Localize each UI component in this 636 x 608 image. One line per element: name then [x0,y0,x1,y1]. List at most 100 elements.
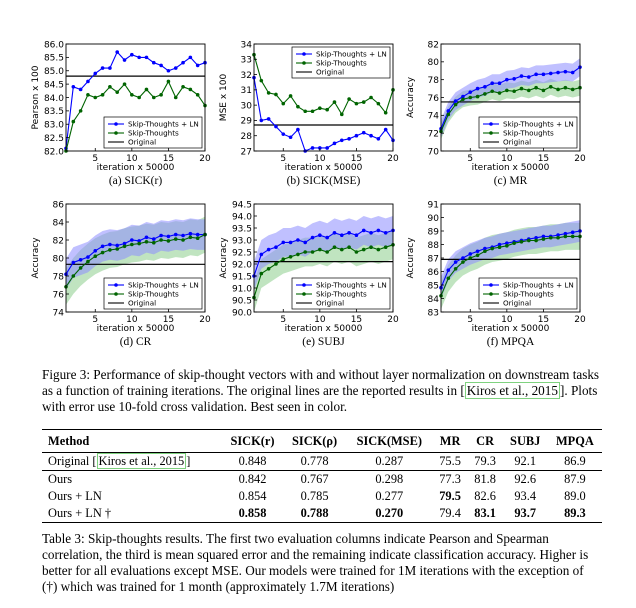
data-point [361,130,366,135]
data-point [490,246,495,251]
y-tick-label: 27 [241,147,252,157]
data-point [137,239,141,243]
data-point [93,95,98,100]
data-point [166,239,171,243]
original-citation[interactable]: Kiros et al., 2015 [96,453,187,469]
figure-caption-label: Figure 3: [42,367,90,382]
table-caption-label: Table 3: [42,531,85,546]
table-cell: 0.842 [221,470,284,488]
data-point [453,102,458,107]
x-tick-label: 20 [574,154,586,164]
data-point [475,86,480,91]
y-tick-label: 84 [428,295,440,305]
data-point [563,85,568,90]
data-point [332,100,337,104]
data-point [461,260,465,264]
y-tick-label: 92.0 [232,260,252,270]
data-point [497,242,502,247]
chart-panel-5: 90.0 90.5 91.0 91.5 92.0 92.5 93.0 93.5 94.0 94.5… [219,200,399,348]
data-point [71,119,76,124]
y-tick-label: 72 [428,129,439,139]
data-point [563,231,568,236]
data-point [303,250,308,254]
figure-caption-citation[interactable]: Kiros et al., 2015 [464,382,560,399]
data-point [122,244,127,249]
data-point [188,55,193,60]
legend-label: Skip-Thoughts + LN [316,50,387,59]
data-point [115,90,120,94]
y-tick-label: 28 [241,132,253,142]
table-cell: 0.298 [345,470,433,488]
y-tick-label: 91.0 [232,284,252,294]
header-sick-mse: SICK(MSE) [356,434,422,448]
data-point [347,245,351,249]
header-mpqa: MPQA [555,434,594,448]
data-point [151,95,156,100]
chart-subcaption: (e) SUBJ [302,336,345,348]
table-cell: Ours [42,470,222,488]
data-point [376,136,381,141]
error-band [441,58,580,138]
legend-label: Original [503,299,531,308]
data-point [181,60,185,65]
data-point [100,93,105,97]
x-tick-label: 20 [199,315,211,325]
y-axis-label: Accuracy [31,237,41,279]
data-point [159,238,163,242]
data-point [505,244,509,248]
y-tick-label: 92.5 [232,248,252,258]
data-point [86,93,90,97]
data-point [78,266,83,270]
x-tick-label: 15 [163,154,174,164]
plot-frame [253,43,394,152]
data-point [288,135,293,140]
data-point [78,87,83,92]
data-point [519,74,524,78]
data-point [369,133,373,138]
data-point [100,250,105,255]
y-tick-label: 93.5 [232,224,252,234]
data-point [534,235,538,240]
data-point [339,112,344,117]
x-tick-label: 5 [467,154,473,164]
data-point [173,232,178,237]
data-point [483,249,487,254]
table-cell: 93.4 [514,489,537,503]
data-point [274,245,278,249]
data-point [130,52,134,57]
table-cell: 0.785 [300,489,329,503]
data-point [483,85,487,89]
table-cell: 0.778 [300,454,329,468]
data-point [93,254,98,258]
data-point [461,94,465,99]
data-point [325,107,329,112]
legend-marker [114,122,118,126]
x-tick-label: 5 [280,154,286,164]
data-point [556,87,560,92]
x-tick-label: 10 [126,154,138,164]
data-point [369,95,373,100]
chart-panel-2: 27 28 29 30 31 32 33 34 5 10 15 20 iteration x 50000… [219,40,399,187]
data-point [78,258,83,262]
data-point [541,72,546,77]
y-tick-label: 85 [428,281,439,291]
data-point [570,70,575,75]
data-point [195,236,200,240]
y-tick-label: 90.0 [232,308,252,318]
y-tick-label: 82.5 [44,134,64,144]
data-point [563,234,568,239]
x-tick-label: 10 [314,154,326,164]
data-point [347,136,351,141]
table-cell: 0.287 [375,454,404,468]
data-point [347,231,351,235]
legend-marker [489,292,493,296]
data-point [296,238,300,242]
legend-label: Skip-Thoughts [503,129,554,138]
y-tick-label: 88 [428,241,440,251]
data-point [122,82,127,86]
data-point [325,235,329,240]
y-tick-label: 84.0 [44,94,64,104]
data-point [166,68,171,73]
